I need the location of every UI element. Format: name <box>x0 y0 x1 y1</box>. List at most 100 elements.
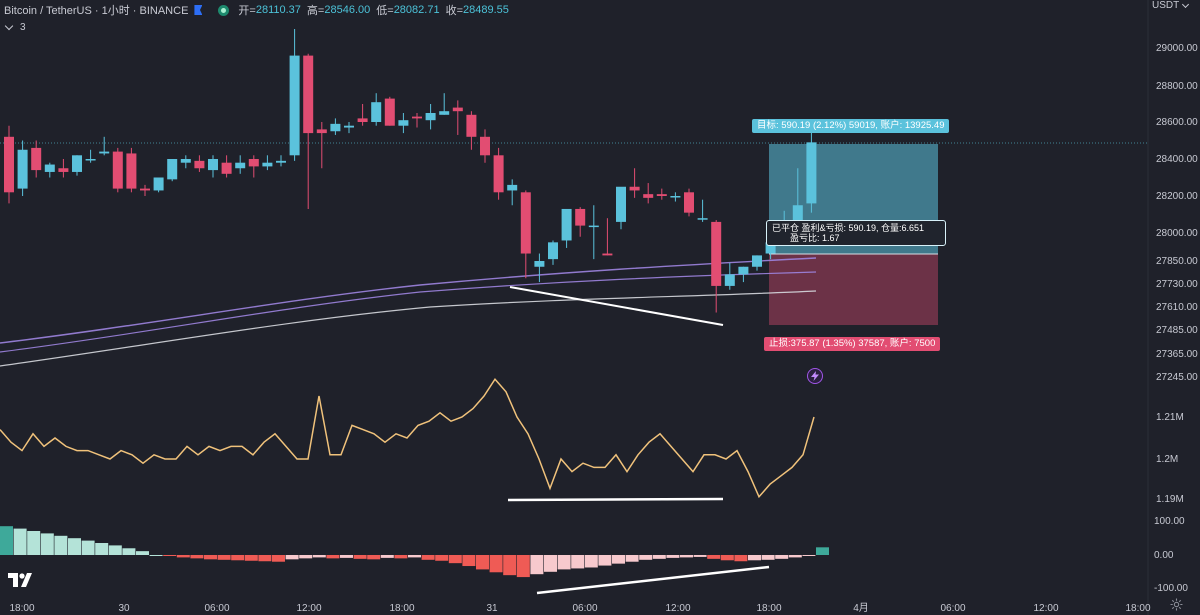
macd-bar <box>217 555 231 560</box>
currency-label: USDT <box>1152 0 1180 11</box>
macd-bar <box>680 555 693 558</box>
candle-body <box>126 153 137 189</box>
macd-bar <box>367 555 381 560</box>
candle <box>126 147 137 193</box>
macd-bar <box>639 555 653 560</box>
candle <box>724 262 735 290</box>
macd-bar <box>258 555 272 562</box>
time-tick-label: 06:00 <box>572 603 597 614</box>
currency-selector[interactable]: USDT <box>1152 0 1190 11</box>
indicators-toggle[interactable]: 3 <box>4 21 26 33</box>
high-value: 28546.00 <box>324 4 371 16</box>
price-tick-label: 28600.00 <box>1156 117 1198 128</box>
macd-tick-label: 0.00 <box>1154 550 1174 561</box>
price-tick-label: 27730.00 <box>1156 279 1198 290</box>
candle <box>684 188 694 217</box>
candle <box>398 113 409 134</box>
macd-bar <box>380 555 394 558</box>
candle <box>629 168 640 198</box>
gear-icon[interactable] <box>1170 598 1183 611</box>
take-profit-label[interactable]: 目标: 590.19 (2.12%) 59019, 账户: 13925.49 <box>752 119 950 133</box>
time-axis: 18:00 30 06:00 12:00 18:00 31 06:00 12:00 18:00 4… <box>9 602 1150 614</box>
price-tick-label: 27850.00 <box>1156 256 1198 267</box>
candle <box>507 179 518 206</box>
macd-tick-label: -100.00 <box>1154 583 1188 594</box>
candle-body <box>493 155 504 193</box>
candle-body <box>194 160 205 169</box>
candle-body <box>276 160 286 163</box>
candle-body <box>452 107 463 112</box>
candle-body <box>221 162 232 174</box>
candle-body <box>330 123 341 132</box>
macd-bar <box>272 555 285 562</box>
divergence-line-macd <box>536 565 770 595</box>
candle-body <box>112 151 123 189</box>
candle-body <box>44 164 55 172</box>
candle-body <box>738 266 749 275</box>
candle <box>466 111 477 150</box>
position-closed-label[interactable]: 已平仓 盈利&亏损: 590.19, 仓量:6.651 盈亏比: 1.67 <box>766 220 946 246</box>
time-tick-label: 12:00 <box>665 603 690 614</box>
lightning-icon[interactable] <box>807 368 823 384</box>
market-open-dot-icon[interactable] <box>218 4 230 16</box>
macd-bar <box>734 555 748 562</box>
price-tick-label: 27485.00 <box>1156 325 1198 336</box>
candle-body <box>616 186 626 222</box>
candle <box>643 183 654 204</box>
candle-body <box>235 162 246 169</box>
candle-body <box>480 136 490 156</box>
closed-pnl-text: 已平仓 盈利&亏损: 590.19, 仓量:6.651 <box>772 223 925 233</box>
candle-body <box>561 208 572 241</box>
macd-bar <box>95 543 109 555</box>
candle <box>738 266 749 283</box>
candle-body <box>371 102 382 122</box>
oscillator-tick-label: 1.21M <box>1156 412 1184 423</box>
time-tick-label: 18:00 <box>9 603 34 614</box>
price-tick-label: 28400.00 <box>1156 154 1198 165</box>
macd-bar <box>693 555 707 557</box>
symbol-header: Bitcoin / TetherUS · 1小时 · BINANCE 开= 281… <box>4 2 509 18</box>
candle-body <box>806 142 817 204</box>
candle <box>221 155 232 178</box>
candle-body <box>140 188 150 191</box>
candle <box>316 122 327 169</box>
macd-bar <box>802 555 816 556</box>
candle <box>58 159 69 178</box>
candle <box>575 207 586 237</box>
candle-body <box>792 205 803 228</box>
candle-body <box>208 159 218 171</box>
price-tick-label: 27245.00 <box>1156 372 1198 383</box>
candle <box>439 93 450 115</box>
candle-body <box>711 221 722 286</box>
time-tick-label: 30 <box>118 603 130 614</box>
candle-body <box>684 192 694 213</box>
low-value: 28082.71 <box>393 4 440 16</box>
tradingview-logo-icon[interactable] <box>8 573 32 587</box>
candle-body <box>439 111 450 115</box>
macd-bar <box>435 555 449 561</box>
candle-body <box>17 149 28 189</box>
symbol-title[interactable]: Bitcoin / TetherUS · 1小时 · BINANCE <box>4 5 189 17</box>
candle-body <box>248 159 259 167</box>
macd-bar <box>748 555 761 561</box>
candle-body <box>765 242 776 254</box>
candle <box>697 199 708 222</box>
macd-bar <box>557 555 571 570</box>
stop-loss-label[interactable]: 止损:375.87 (1.35%) 37587, 账户: 7500 <box>764 337 941 351</box>
candle-body <box>357 118 368 122</box>
macd-bar <box>394 555 408 559</box>
macd-tick-label: 100.00 <box>1154 516 1185 527</box>
time-tick-label: 12:00 <box>296 603 321 614</box>
macd-bar <box>516 555 530 578</box>
candle-body <box>643 194 654 198</box>
time-tick-label: 06:00 <box>940 603 965 614</box>
candle-body <box>153 177 164 191</box>
candle <box>208 155 218 178</box>
candle <box>330 118 341 135</box>
price-axis: 29000.00 28800.00 28600.00 28400.00 28200.00… <box>1154 43 1198 594</box>
candle <box>425 104 436 130</box>
candle-body <box>262 162 273 167</box>
candle <box>588 205 599 260</box>
